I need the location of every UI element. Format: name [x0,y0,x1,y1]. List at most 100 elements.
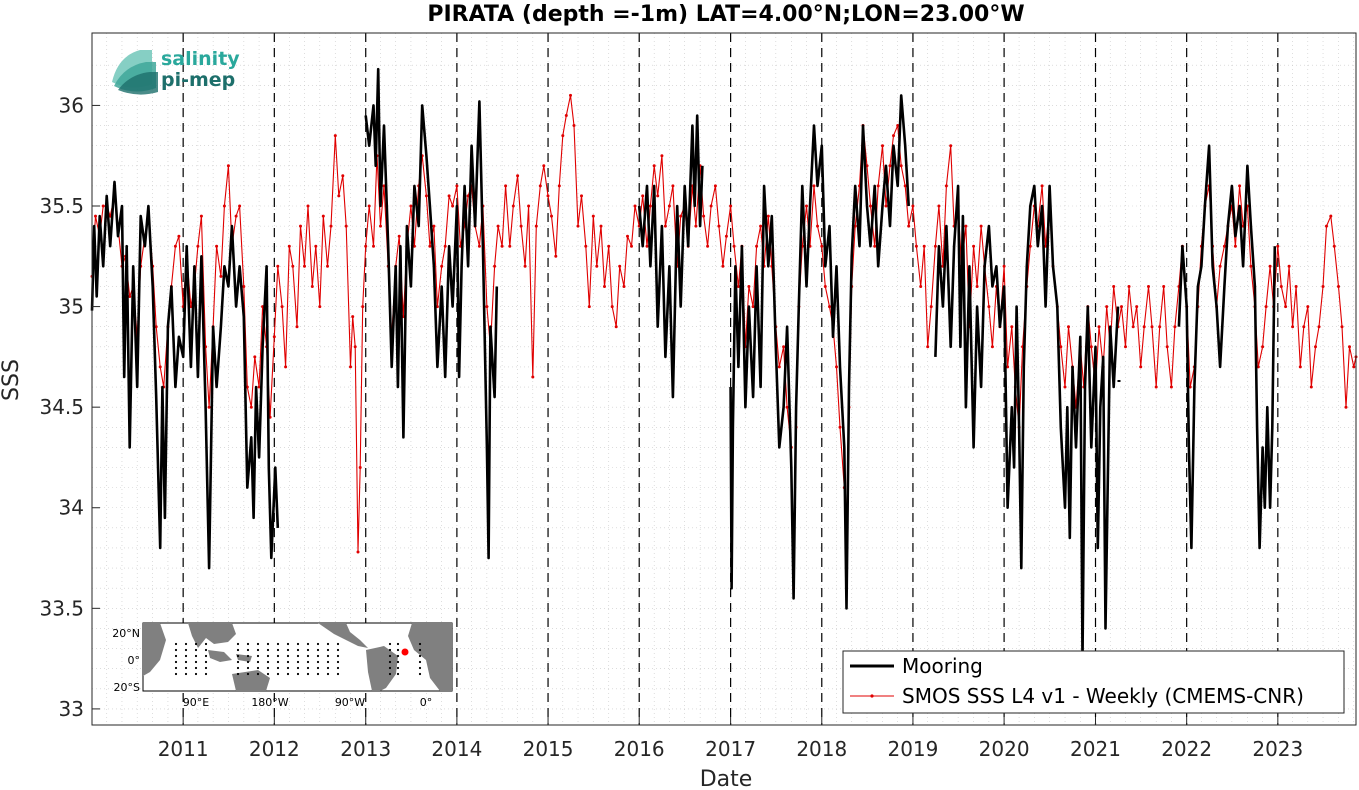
data-point-smos [1348,345,1351,349]
data-point-smos [306,204,310,208]
data-point-smos [379,224,382,228]
data-point-smos [671,184,675,188]
data-point-smos [663,224,667,228]
buoy-dot [204,654,208,658]
x-tick-label-2015: 2015 [523,737,574,761]
data-point-smos [610,305,614,309]
buoy-dot [336,648,340,652]
data-point-smos [907,224,911,228]
data-point-smos [1063,385,1067,389]
data-point-smos [759,224,763,228]
data-point-smos [972,244,976,248]
buoy-dot [204,666,208,670]
data-point-smos [964,224,968,228]
inset-map: 20°N 0° 20°S 90°E 180°W 90°W 0° [112,622,453,709]
data-point-smos [823,285,827,288]
data-point-smos [516,174,520,178]
x-tick-label-2022: 2022 [1161,737,1212,761]
y-tick-label-33: 33 [59,697,84,721]
buoy-dot [388,648,392,652]
data-point-smos [751,305,755,309]
buoy-dot [396,654,400,658]
inset-station-marker [401,648,409,656]
data-point-smos [1238,184,1242,188]
data-point-smos [694,224,698,228]
data-point-smos [477,244,481,248]
data-point-smos [896,124,900,127]
data-point-smos [1291,325,1295,329]
data-point-smos [702,214,706,218]
data-point-smos [249,405,253,409]
data-point-smos [447,194,451,198]
data-point-smos [1165,345,1169,349]
data-point-smos [1340,325,1344,329]
buoy-dot [246,642,250,646]
data-point-smos [937,204,941,208]
buoy-dot [418,648,422,652]
data-point-smos [1139,365,1143,369]
data-point-smos [238,204,242,208]
inset-lat-label-20s: 20°S [114,681,140,694]
x-tick-label-2021: 2021 [1070,737,1121,761]
inset-land-asia [188,623,236,648]
buoy-dot [388,642,392,646]
data-point-smos [576,224,580,228]
data-point-smos [284,365,288,369]
data-point-smos [1028,244,1032,248]
buoy-dot [246,672,250,676]
data-point-smos [656,194,660,198]
y-tick-label-34: 34 [59,496,84,520]
buoy-dot [286,642,290,646]
data-point-smos [531,375,535,379]
data-point-smos [587,305,591,309]
chart-title: PIRATA (depth =-1m) LAT=4.00°N;LON=23.00… [427,2,1024,27]
data-point-smos [1105,305,1109,309]
y-tick-label-33.5: 33.5 [39,596,84,620]
data-point-smos [1298,365,1302,369]
buoy-dot [266,666,270,670]
data-point-smos [721,264,725,268]
inset-land-africa-east [408,623,452,691]
buoy-dot [276,672,280,676]
buoy-dot [286,666,290,670]
buoy-dot [396,642,400,646]
buoy-dot [296,642,300,646]
data-point-smos [440,264,444,268]
series-line-smos [91,95,1357,589]
buoy-dot [174,672,178,676]
buoy-dot [316,660,320,664]
data-point-smos [397,234,401,238]
data-point-smos [820,244,824,248]
inset-map-frame [142,622,453,692]
buoy-dot [174,654,178,658]
buoy-dot [256,666,260,670]
logo-text-pimep: pi-mep [161,69,235,91]
data-point-smos [911,204,915,208]
buoy-dot [388,666,392,670]
data-point-smos [892,134,895,138]
buoy-dot [236,648,240,652]
buoy-dot [246,666,250,670]
data-point-smos [630,244,633,248]
series-layer [90,67,1358,660]
data-point-smos [215,244,219,248]
x-axis-ticks: 2011 2012 2013 2014 2015 2016 2017 2018 2019 2020… [158,717,1303,761]
buoy-dot [316,672,320,676]
buoy-dot [194,642,198,646]
buoy-dot [286,654,290,658]
data-point-smos [1222,244,1226,248]
inset-land-africa-west [143,623,166,676]
data-point-smos [1089,345,1093,349]
y-axis-ticks: 33 33.5 34 34.5 35 35.5 36 [39,93,100,721]
data-point-smos [534,224,538,228]
data-point-smos [607,244,611,248]
data-point-smos [557,184,561,188]
data-point-smos [838,425,842,429]
data-point-smos [1059,345,1063,349]
buoy-dot [236,672,240,676]
x-tick-label-2019: 2019 [887,737,938,761]
data-point-smos [1040,184,1044,188]
data-point-smos [1294,285,1298,288]
data-point-smos [713,184,717,188]
